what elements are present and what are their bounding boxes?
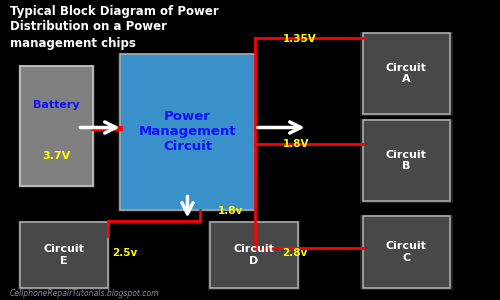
Text: CellphoneRepairTutorials.blogspot.com: CellphoneRepairTutorials.blogspot.com (10, 289, 160, 298)
Text: Circuit
A: Circuit A (386, 63, 426, 84)
FancyBboxPatch shape (362, 120, 450, 201)
FancyBboxPatch shape (118, 52, 258, 212)
FancyBboxPatch shape (20, 222, 108, 288)
Text: 3.7V: 3.7V (42, 151, 70, 161)
FancyBboxPatch shape (360, 32, 452, 116)
FancyBboxPatch shape (20, 66, 92, 186)
Text: Circuit
B: Circuit B (386, 150, 426, 171)
FancyBboxPatch shape (360, 214, 452, 290)
Text: 1.8v: 1.8v (218, 206, 243, 217)
Text: Circuit
C: Circuit C (386, 241, 426, 263)
FancyBboxPatch shape (210, 222, 298, 288)
Text: Typical Block Diagram of Power
Distribution on a Power
management chips: Typical Block Diagram of Power Distribut… (10, 4, 219, 50)
Text: 1.35V: 1.35V (282, 34, 316, 44)
Text: Power
Management
Circuit: Power Management Circuit (139, 110, 236, 154)
Text: 2.8v: 2.8v (282, 248, 308, 259)
FancyBboxPatch shape (120, 54, 255, 210)
FancyBboxPatch shape (362, 33, 450, 114)
Text: Battery: Battery (33, 100, 80, 110)
FancyBboxPatch shape (362, 216, 450, 288)
FancyBboxPatch shape (18, 64, 95, 188)
FancyBboxPatch shape (18, 220, 110, 290)
FancyBboxPatch shape (208, 220, 300, 290)
Text: 1.8V: 1.8V (282, 139, 309, 149)
Text: Circuit
D: Circuit D (234, 244, 274, 266)
FancyBboxPatch shape (360, 118, 452, 202)
Text: Circuit
E: Circuit E (44, 244, 84, 266)
Text: 2.5v: 2.5v (112, 248, 138, 259)
